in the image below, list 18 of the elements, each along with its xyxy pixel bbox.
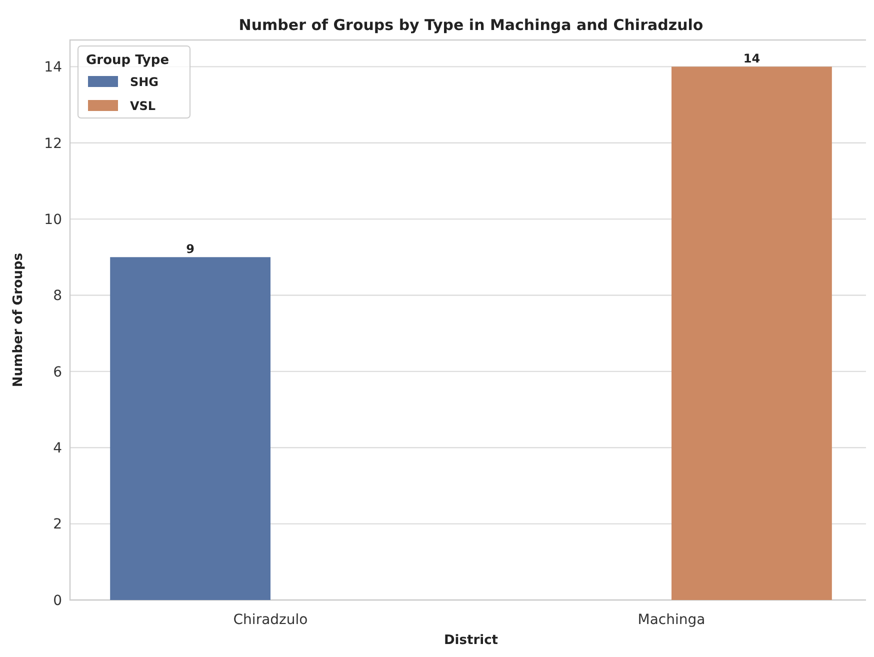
y-tick-label: 14 (44, 60, 62, 76)
x-axis-title: District (444, 633, 498, 648)
y-tick-label: 10 (44, 212, 62, 228)
y-tick-label: 0 (53, 592, 62, 609)
y-axis-title: Number of Groups (11, 252, 26, 388)
y-tick-label: 12 (44, 136, 62, 152)
x-tick-label: Chiradzulo (233, 612, 308, 628)
data-label: 9 (186, 242, 194, 256)
legend-title: Group Type (86, 53, 170, 68)
y-tick-label: 2 (53, 516, 62, 533)
chart-title: Number of Groups by Type in Machinga and Chiradzulo (238, 16, 704, 34)
y-tick-label: 4 (53, 440, 62, 457)
legend-label: SHG (130, 75, 159, 89)
y-tick-label: 6 (53, 364, 62, 380)
data-label: 14 (743, 52, 760, 66)
y-tick-label: 8 (53, 288, 62, 304)
legend-label: VSL (130, 99, 156, 113)
x-tick-label: Machinga (638, 612, 706, 628)
